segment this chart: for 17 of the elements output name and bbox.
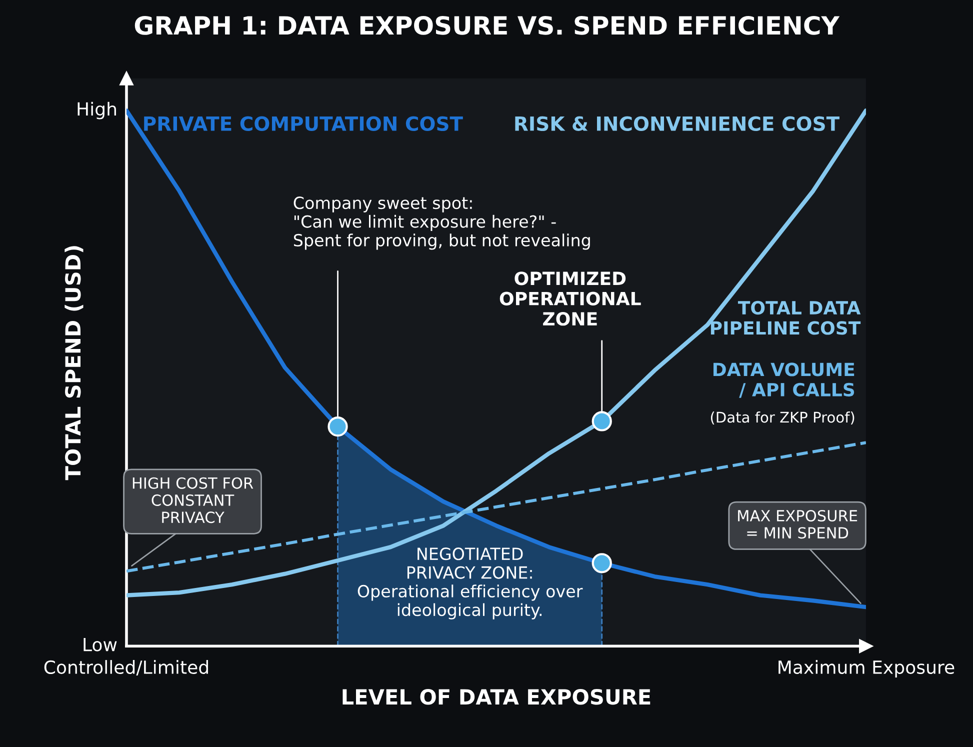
text: Low — [84, 638, 117, 652]
x-tick-label: Maximum Exposure — [778, 660, 954, 678]
series-label: RISK & INCONVENIENCE COST — [515, 116, 840, 131]
annotation: OPTIMIZED OPERATIONAL ZONE — [500, 272, 641, 326]
annotation: TOTAL DATA PIPELINE COST — [710, 300, 861, 335]
text: DATA VOLUME / API CALLS — [714, 362, 854, 398]
x-tick-label: Controlled/Limited — [44, 660, 208, 676]
annotation: Company sweet spot: "Can we limit exposure here?" - Spent for proving, but not revealing — [294, 196, 590, 250]
y-axis-title: TOTAL SPEND (USD) — [64, 246, 84, 480]
x-axis-title: LEVEL OF DATA EXPOSURE — [342, 688, 650, 705]
annotation: NEGOTIATED PRIVACY ZONE: Operational efficiency over ideological purity. — [358, 548, 583, 620]
annotation: HIGH COST FOR CONSTANT PRIVACY — [132, 477, 254, 524]
chart-title: GRAPH 1: DATA EXPOSURE VS. SPEND EFFICIENCY — [134, 16, 840, 35]
series-label: PRIVATE COMPUTATION COST — [144, 116, 463, 131]
annotation: (Data for ZKP Proof) — [710, 411, 854, 424]
annotation: MAX EXPOSURE = MIN SPEND — [738, 510, 858, 539]
text: High — [78, 102, 116, 120]
